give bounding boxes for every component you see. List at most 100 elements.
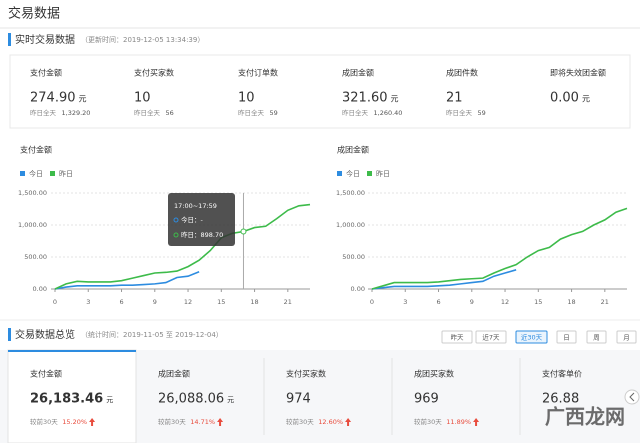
- up-arrow: [345, 418, 352, 426]
- card-unit: 元: [106, 396, 113, 404]
- x-tick-label: 21: [601, 298, 609, 306]
- x-tick-label: 18: [250, 298, 258, 306]
- y-tick-label: 0.00: [351, 285, 365, 293]
- y-tick-label: 500.00: [342, 253, 365, 261]
- card-compare: 较前30天: [414, 417, 442, 426]
- stat-sub-value: 1,329.20: [62, 109, 91, 117]
- card-change: 14.71%: [190, 418, 215, 426]
- range-button[interactable]: [616, 330, 637, 344]
- tooltip-today: 今日：-: [181, 215, 204, 224]
- card-label: 支付买家数: [286, 369, 326, 379]
- card-value: 969: [414, 392, 439, 407]
- card-compare: 较前30天: [286, 417, 314, 426]
- tooltip-yesterday: 昨日：898.70: [181, 230, 223, 239]
- up-arrow: [89, 418, 96, 426]
- card-accent: [8, 350, 136, 352]
- hover-point: [240, 228, 247, 235]
- watermark: 广西龙网: [545, 405, 625, 429]
- scroll-arrow-icon[interactable]: [629, 392, 635, 402]
- legend-swatch: [367, 171, 372, 176]
- x-tick-label: 6: [119, 298, 123, 306]
- card-value: 26,183.46: [30, 392, 103, 407]
- x-tick-label: 6: [436, 298, 440, 306]
- stat-sub-label: 昨日全天: [342, 108, 369, 117]
- x-tick-label: 21: [284, 298, 292, 306]
- section-title: 交易数据总览: [15, 328, 75, 341]
- up-arrow: [473, 418, 480, 426]
- stat-sub-value: 1,260.40: [374, 109, 403, 117]
- legend-label: 今日: [29, 169, 43, 178]
- update-time: （更新时间：2019-12-05 13:34:39）: [81, 35, 204, 44]
- x-tick-label: 9: [470, 298, 474, 306]
- section-bar: [8, 328, 11, 341]
- stat-sub-label: 昨日全天: [238, 108, 265, 117]
- y-tick-label: 1,000.00: [18, 221, 47, 229]
- stat-value: 274.90: [30, 91, 76, 106]
- stat-sub-label: 昨日全天: [134, 108, 161, 117]
- stat-label: 即将失效团金额: [550, 68, 606, 78]
- up-arrow: [217, 418, 224, 426]
- card-value: 26,088.06: [158, 392, 224, 407]
- legend-swatch: [337, 171, 342, 176]
- card-change: 11.89%: [446, 418, 471, 426]
- x-tick-label: 3: [403, 298, 407, 306]
- y-tick-label: 500.00: [24, 253, 47, 261]
- stat-sub-value: 59: [478, 109, 486, 117]
- x-tick-label: 18: [567, 298, 575, 306]
- y-tick-label: 1,000.00: [336, 221, 365, 229]
- range-button-label[interactable]: 近30天: [521, 333, 543, 342]
- range-button[interactable]: [586, 330, 607, 344]
- card-change: 15.20%: [62, 418, 87, 426]
- range-button-label[interactable]: 月: [623, 334, 630, 342]
- range-button-label[interactable]: 近7天: [482, 333, 500, 342]
- card-change: 12.60%: [318, 418, 343, 426]
- range-button[interactable]: [515, 330, 548, 344]
- card-label: 成团金额: [158, 369, 190, 379]
- x-tick-label: 15: [217, 298, 225, 306]
- section-title: 实时交易数据: [15, 33, 75, 46]
- stat-sub-value: 59: [270, 109, 278, 117]
- card-value: 974: [286, 392, 311, 407]
- card-label: 支付金额: [30, 369, 62, 379]
- chart-title: 支付金额: [20, 145, 52, 155]
- stat-unit: 元: [79, 95, 87, 104]
- x-tick-label: 0: [370, 298, 374, 306]
- stat-sub-label: 昨日全天: [30, 108, 57, 117]
- legend-swatch: [50, 171, 55, 176]
- range-button[interactable]: [556, 330, 577, 344]
- card-active: [7, 349, 137, 443]
- card-compare: 较前30天: [158, 417, 186, 426]
- tooltip: [168, 193, 235, 246]
- chart-title: 成团金额: [337, 145, 369, 155]
- x-tick-label: 12: [501, 298, 509, 306]
- page-title: 交易数据: [8, 6, 60, 22]
- section-bar: [8, 33, 11, 46]
- range-button[interactable]: [475, 330, 507, 344]
- card-label: 成团买家数: [414, 369, 454, 379]
- card-compare: 较前30天: [30, 417, 58, 426]
- range-button[interactable]: [441, 330, 473, 344]
- stats-panel: [9, 54, 631, 129]
- legend-label: 昨日: [59, 169, 73, 178]
- range-button-label[interactable]: 昨天: [451, 333, 465, 342]
- stat-unit: 元: [391, 95, 399, 104]
- stat-value: 10: [238, 91, 255, 106]
- stat-sub-value: 56: [166, 109, 174, 117]
- stat-label: 成团件数: [446, 68, 478, 78]
- series-line: [371, 269, 517, 290]
- stat-value: 21: [446, 91, 463, 106]
- tooltip-dot: [173, 232, 179, 238]
- x-tick-label: 0: [53, 298, 57, 306]
- range-button-label[interactable]: 周: [593, 334, 600, 342]
- y-tick-label: 0.00: [33, 285, 47, 293]
- stat-unit: 元: [582, 95, 590, 104]
- stat-label: 成团金额: [342, 68, 374, 78]
- stat-sub-label: 昨日全天: [446, 108, 473, 117]
- card-value: 26.88: [542, 392, 579, 407]
- legend-swatch: [20, 171, 25, 176]
- range-button-label[interactable]: 日: [563, 334, 570, 342]
- stat-label: 支付订单数: [238, 68, 278, 78]
- stat-value: 321.60: [342, 91, 388, 106]
- scroll-arrow[interactable]: [624, 389, 640, 405]
